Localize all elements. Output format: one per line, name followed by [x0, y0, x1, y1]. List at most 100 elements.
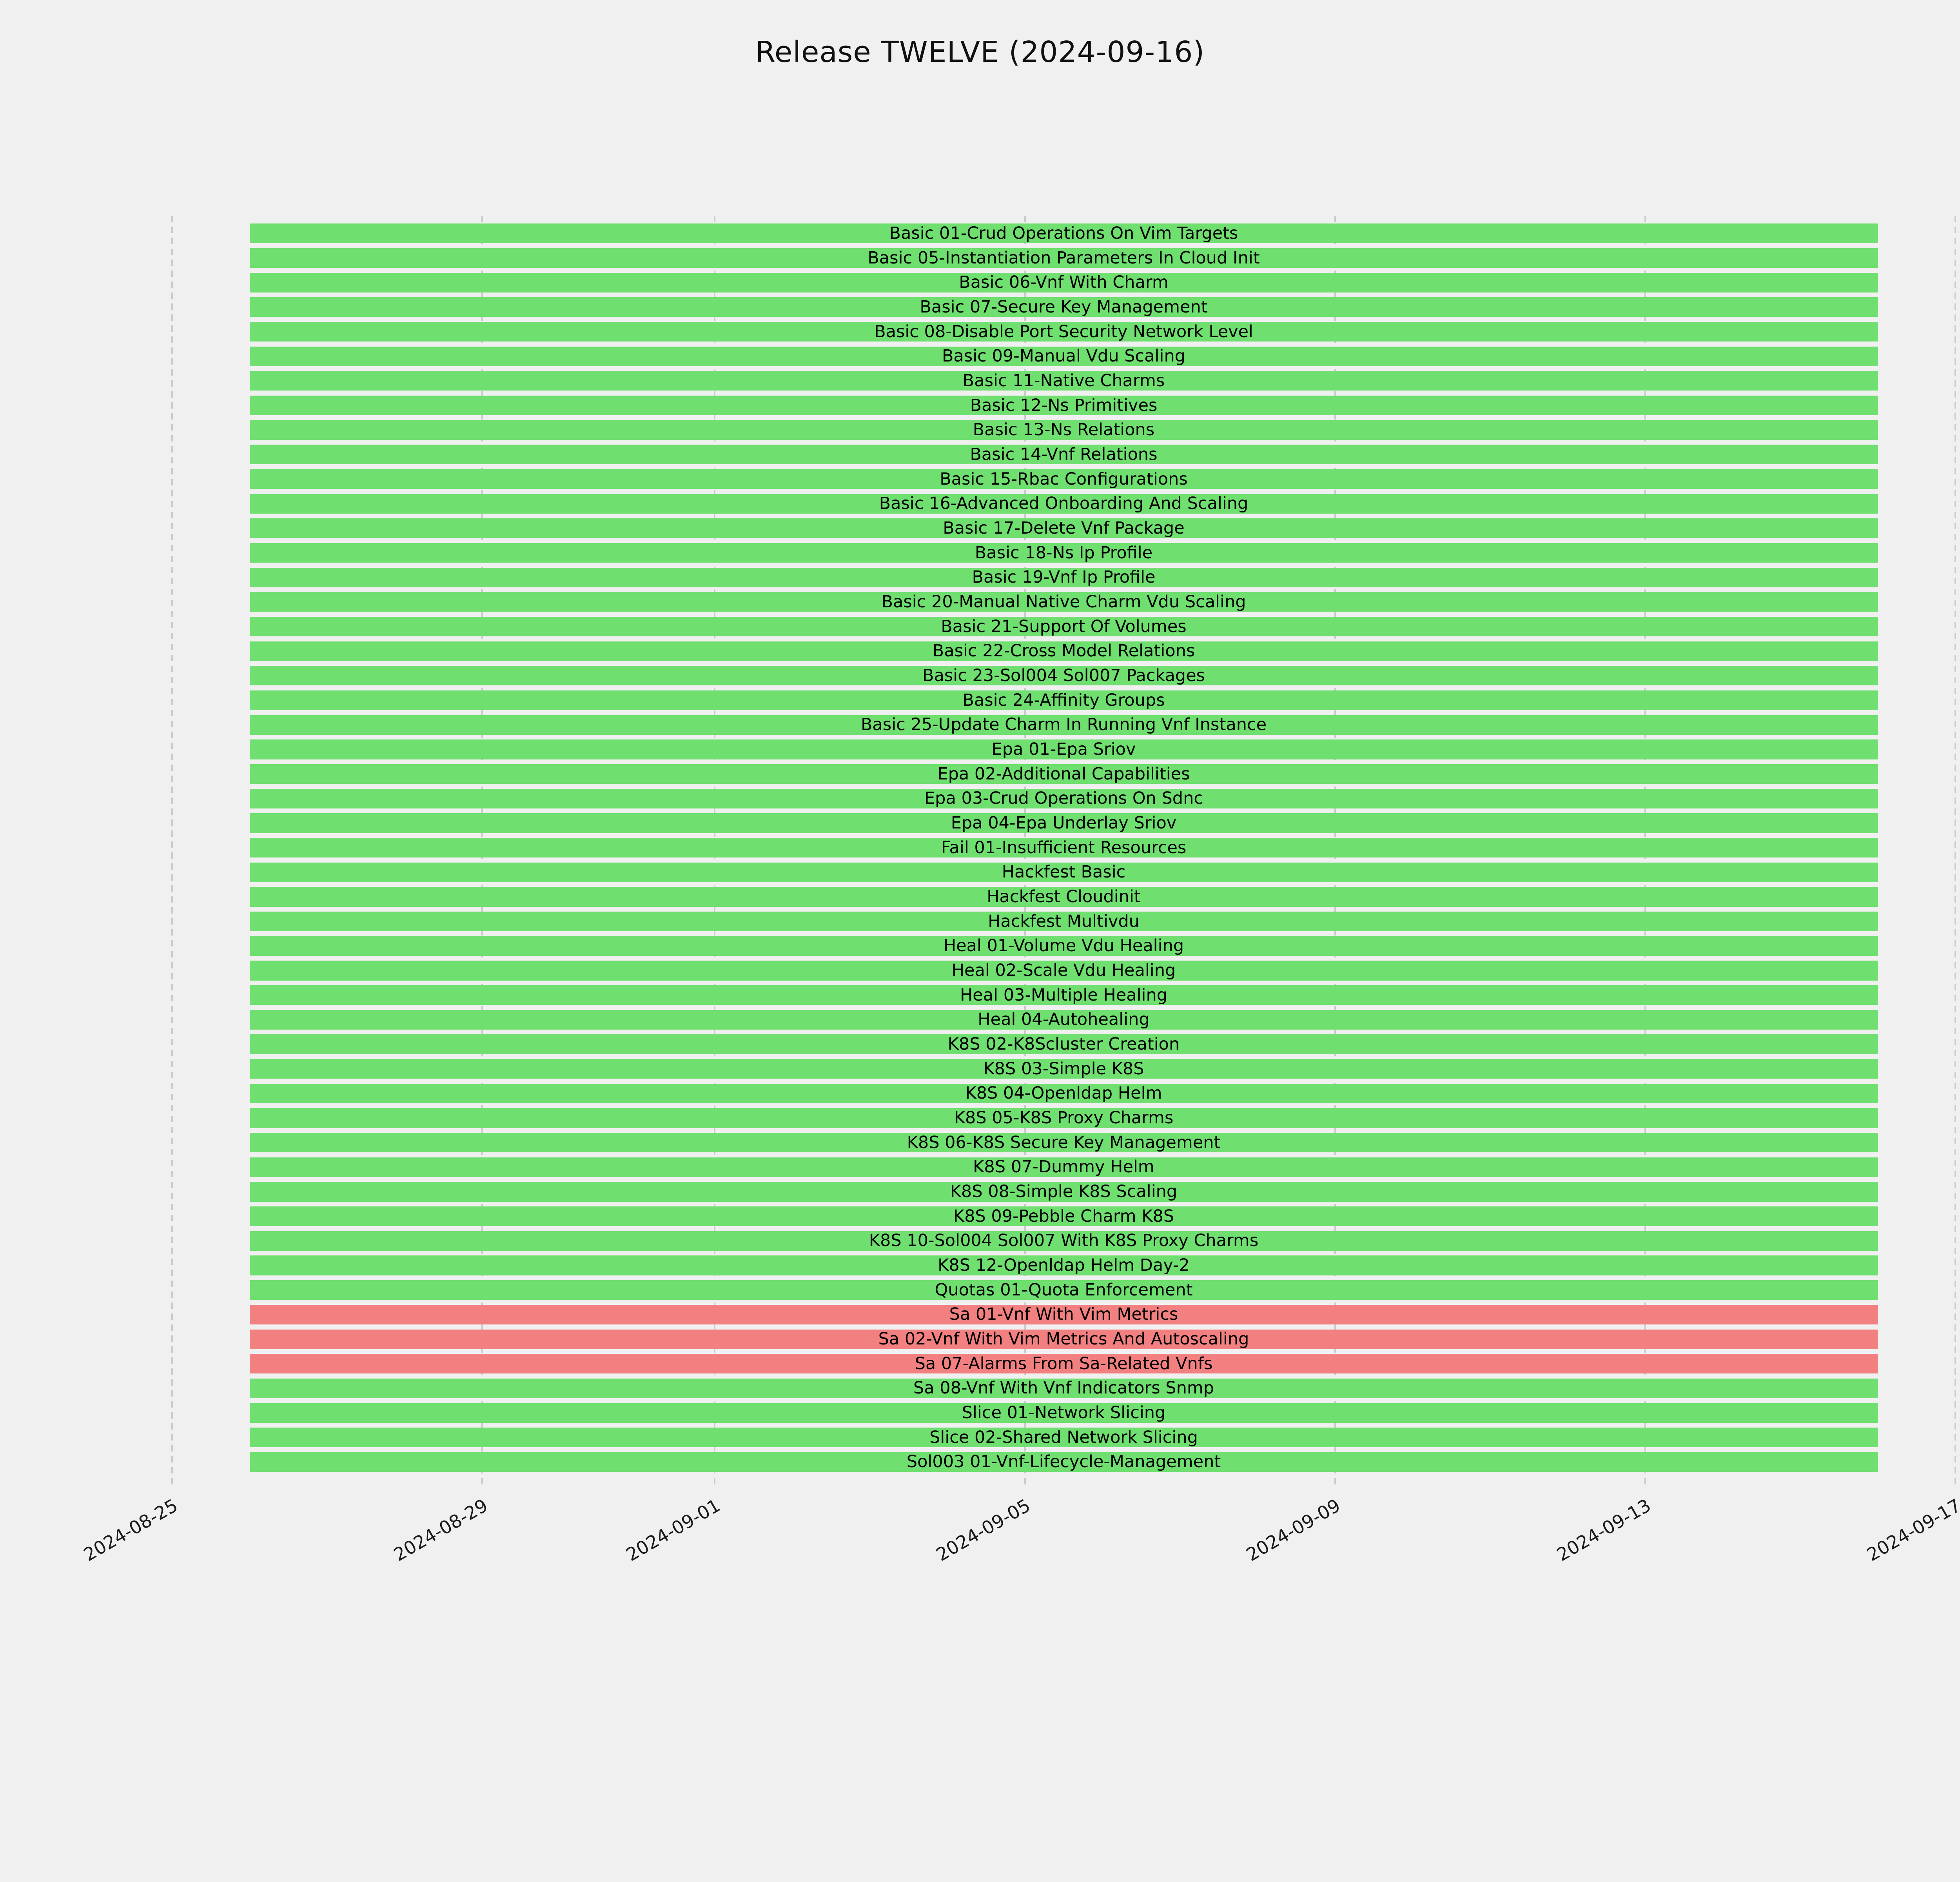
task-row: K8S 05-K8S Proxy Charms — [172, 1106, 1955, 1130]
task-bar-pass: K8S 10-Sol004 Sol007 With K8S Proxy Char… — [249, 1231, 1878, 1251]
task-bar-pass: K8S 05-K8S Proxy Charms — [249, 1108, 1878, 1128]
task-label: Sa 02-Vnf With Vim Metrics And Autoscali… — [878, 1329, 1249, 1349]
x-axis: 2024-08-25 2024-08-29 2024-09-01 2024-09-05… — [80, 1486, 1960, 1611]
task-label: Heal 02-Scale Vdu Healing — [951, 960, 1176, 980]
task-row: K8S 10-Sol004 Sol007 With K8S Proxy Char… — [172, 1229, 1955, 1253]
task-label: K8S 10-Sol004 Sol007 With K8S Proxy Char… — [869, 1231, 1259, 1251]
task-label: Hackfest Basic — [1002, 862, 1126, 882]
task-row: Epa 03-Crud Operations On Sdnc — [172, 786, 1955, 811]
task-bar-pass: Epa 03-Crud Operations On Sdnc — [249, 788, 1878, 808]
task-row: Heal 01-Volume Vdu Healing — [172, 934, 1955, 958]
task-label: K8S 02-K8Scluster Creation — [947, 1034, 1180, 1054]
task-bar-pass: Epa 01-Epa Sriov — [249, 739, 1878, 759]
task-bar-pass: Basic 11-Native Charms — [249, 371, 1878, 391]
task-bar-pass: K8S 07-Dummy Helm — [249, 1157, 1878, 1177]
task-bar-pass: Basic 16-Advanced Onboarding And Scaling — [249, 494, 1878, 514]
task-bar-pass: Basic 09-Manual Vdu Scaling — [249, 346, 1878, 366]
task-row: Hackfest Basic — [172, 860, 1955, 885]
task-row: K8S 09-Pebble Charm K8S — [172, 1204, 1955, 1229]
gridline — [1955, 216, 1956, 1486]
task-row: Epa 02-Additional Capabilities — [172, 762, 1955, 787]
task-bar-pass: Basic 01-Crud Operations On Vim Targets — [249, 223, 1878, 243]
task-label: Sa 07-Alarms From Sa-Related Vnfs — [915, 1353, 1213, 1373]
bars-layer: Basic 01-Crud Operations On Vim Targets B… — [172, 221, 1955, 1474]
task-row: Sa 02-Vnf With Vim Metrics And Autoscali… — [172, 1327, 1955, 1352]
gridline — [171, 216, 173, 1486]
task-label: Hackfest Cloudinit — [987, 887, 1141, 906]
task-label: Basic 16-Advanced Onboarding And Scaling — [879, 494, 1249, 514]
x-tick-label: 2024-09-09 — [1243, 1495, 1344, 1566]
task-row: K8S 04-Openldap Helm — [172, 1081, 1955, 1106]
task-label: K8S 07-Dummy Helm — [973, 1157, 1154, 1177]
task-label: Heal 03-Multiple Healing — [960, 985, 1168, 1005]
task-label: Basic 20-Manual Native Charm Vdu Scaling — [881, 592, 1246, 612]
task-label: Basic 05-Instantiation Parameters In Clo… — [867, 248, 1260, 268]
task-row: Slice 02-Shared Network Slicing — [172, 1425, 1955, 1450]
task-label: Sa 01-Vnf With Vim Metrics — [949, 1304, 1178, 1324]
task-label: Basic 15-Rbac Configurations — [940, 469, 1188, 489]
task-label: Sol003 01-Vnf-Lifecycle-Management — [906, 1452, 1221, 1472]
task-bar-fail: Sa 07-Alarms From Sa-Related Vnfs — [249, 1353, 1878, 1374]
task-row: Basic 08-Disable Port Security Network L… — [172, 320, 1955, 344]
task-label: Epa 03-Crud Operations On Sdnc — [924, 788, 1203, 808]
task-bar-pass: K8S 04-Openldap Helm — [249, 1083, 1878, 1103]
x-tick-label: 2024-09-17 — [1863, 1495, 1960, 1566]
task-row: Basic 07-Secure Key Management — [172, 295, 1955, 320]
task-label: Fail 01-Insufficient Resources — [941, 837, 1187, 857]
task-label: Hackfest Multivdu — [988, 911, 1140, 931]
task-row: K8S 03-Simple K8S — [172, 1057, 1955, 1081]
task-bar-pass: Basic 22-Cross Model Relations — [249, 641, 1878, 661]
task-label: K8S 04-Openldap Helm — [965, 1083, 1162, 1103]
plot-area: Basic 01-Crud Operations On Vim Targets B… — [80, 216, 1960, 1565]
task-label: K8S 08-Simple K8S Scaling — [950, 1182, 1178, 1202]
task-bar-pass: Basic 24-Affinity Groups — [249, 690, 1878, 710]
task-label: Basic 09-Manual Vdu Scaling — [942, 346, 1185, 366]
x-tick-label: 2024-09-01 — [622, 1495, 724, 1566]
task-bar-pass: K8S 03-Simple K8S — [249, 1059, 1878, 1079]
task-row: Heal 03-Multiple Healing — [172, 983, 1955, 1008]
task-label: K8S 05-K8S Proxy Charms — [954, 1108, 1174, 1128]
task-row: Fail 01-Insufficient Resources — [172, 836, 1955, 860]
task-row: Basic 17-Delete Vnf Package — [172, 516, 1955, 541]
task-row: Heal 02-Scale Vdu Healing — [172, 958, 1955, 983]
task-row: Basic 13-Ns Relations — [172, 418, 1955, 442]
task-bar-pass: Heal 01-Volume Vdu Healing — [249, 936, 1878, 956]
chart-title: Release TWELVE (2024-09-16) — [755, 35, 1205, 69]
task-bar-pass: Heal 04-Autohealing — [249, 1010, 1878, 1030]
task-label: Basic 01-Crud Operations On Vim Targets — [889, 223, 1238, 243]
task-row: Quotas 01-Quota Enforcement — [172, 1278, 1955, 1303]
task-row: Sa 07-Alarms From Sa-Related Vnfs — [172, 1352, 1955, 1376]
task-label: Sa 08-Vnf With Vnf Indicators Snmp — [913, 1378, 1214, 1398]
task-label: Basic 21-Support Of Volumes — [941, 616, 1187, 636]
x-tick-label: 2024-08-25 — [80, 1495, 181, 1566]
task-row: Sol003 01-Vnf-Lifecycle-Management — [172, 1450, 1955, 1475]
task-label: Basic 24-Affinity Groups — [962, 690, 1165, 710]
task-label: Basic 06-Vnf With Charm — [959, 272, 1169, 292]
task-row: Basic 23-Sol004 Sol007 Packages — [172, 663, 1955, 688]
task-bar-pass: Basic 13-Ns Relations — [249, 420, 1878, 440]
task-row: Sa 08-Vnf With Vnf Indicators Snmp — [172, 1376, 1955, 1401]
task-bar-pass: Epa 02-Additional Capabilities — [249, 764, 1878, 784]
task-bar-pass: Epa 04-Epa Underlay Sriov — [249, 813, 1878, 833]
task-row: Basic 22-Cross Model Relations — [172, 639, 1955, 663]
task-row: Basic 11-Native Charms — [172, 369, 1955, 393]
task-row: K8S 12-Openldap Helm Day-2 — [172, 1253, 1955, 1278]
task-bar-pass: K8S 08-Simple K8S Scaling — [249, 1182, 1878, 1202]
task-label: Heal 04-Autohealing — [978, 1010, 1150, 1030]
task-row: Basic 20-Manual Native Charm Vdu Scaling — [172, 590, 1955, 614]
task-row: K8S 06-K8S Secure Key Management — [172, 1130, 1955, 1155]
task-bar-pass: Basic 07-Secure Key Management — [249, 297, 1878, 317]
task-bar-pass: Basic 14-Vnf Relations — [249, 445, 1878, 465]
task-label: Basic 25-Update Charm In Running Vnf Ins… — [860, 715, 1267, 735]
x-tick-label: 2024-09-13 — [1553, 1495, 1654, 1566]
task-row: Sa 01-Vnf With Vim Metrics — [172, 1303, 1955, 1327]
task-label: Slice 02-Shared Network Slicing — [929, 1427, 1198, 1447]
task-label: Epa 04-Epa Underlay Sriov — [951, 813, 1177, 833]
task-label: Basic 22-Cross Model Relations — [932, 641, 1195, 661]
task-row: Basic 16-Advanced Onboarding And Scaling — [172, 491, 1955, 516]
task-row: Heal 04-Autohealing — [172, 1008, 1955, 1032]
task-bar-pass: K8S 12-Openldap Helm Day-2 — [249, 1255, 1878, 1275]
task-label: Quotas 01-Quota Enforcement — [935, 1280, 1193, 1300]
task-bar-pass: Heal 02-Scale Vdu Healing — [249, 960, 1878, 981]
task-row: Hackfest Cloudinit — [172, 885, 1955, 909]
